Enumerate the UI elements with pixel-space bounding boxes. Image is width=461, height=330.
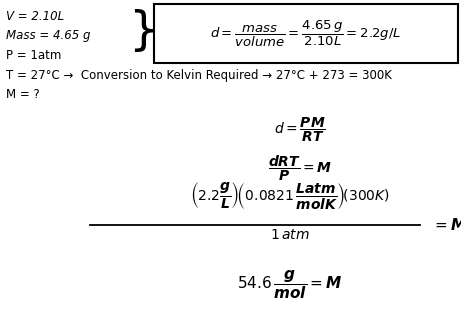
Text: $1\,atm$: $1\,atm$ (270, 228, 310, 242)
Text: $d = \dfrac{\boldsymbol{PM}}{\boldsymbol{RT}}$: $d = \dfrac{\boldsymbol{PM}}{\boldsymbol… (274, 116, 326, 144)
Text: $\left(2.2\dfrac{\boldsymbol{g}}{\boldsymbol{L}}\right)\!\left(0.0821\,\dfrac{\b: $\left(2.2\dfrac{\boldsymbol{g}}{\boldsy… (190, 180, 390, 211)
Text: $d = \dfrac{\mathit{mass}}{\mathit{volume}} = \dfrac{4.65\,g}{2.10L} = 2.2g/L$: $d = \dfrac{\mathit{mass}}{\mathit{volum… (210, 18, 402, 49)
Text: M = ?: M = ? (6, 88, 40, 101)
Text: $\dfrac{\boldsymbol{dRT}}{\boldsymbol{P}} = \boldsymbol{M}$: $\dfrac{\boldsymbol{dRT}}{\boldsymbol{P}… (268, 153, 332, 183)
Text: V = 2.10L: V = 2.10L (6, 10, 64, 23)
Text: $54.6\,\dfrac{\boldsymbol{g}}{\boldsymbol{mol}} = \boldsymbol{M}$: $54.6\,\dfrac{\boldsymbol{g}}{\boldsymbo… (237, 269, 343, 301)
Text: Mass = 4.65 g: Mass = 4.65 g (6, 29, 90, 43)
Text: }: } (128, 9, 158, 53)
Text: T = 27°C →  Conversion to Kelvin Required → 27°C + 273 = 300K: T = 27°C → Conversion to Kelvin Required… (6, 69, 392, 82)
Text: P = 1atm: P = 1atm (6, 49, 61, 62)
FancyBboxPatch shape (154, 4, 458, 63)
Text: $= \boldsymbol{M}$: $= \boldsymbol{M}$ (432, 217, 461, 233)
